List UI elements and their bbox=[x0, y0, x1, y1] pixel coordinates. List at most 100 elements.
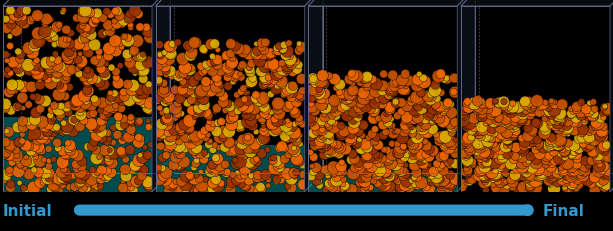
Point bbox=[19, 186, 29, 190]
Point bbox=[211, 86, 221, 90]
Point bbox=[424, 155, 434, 159]
Point bbox=[337, 165, 346, 169]
Point bbox=[438, 119, 448, 123]
Point bbox=[252, 158, 262, 161]
Point bbox=[80, 31, 90, 35]
Point bbox=[375, 182, 384, 186]
Point bbox=[250, 107, 260, 111]
Point bbox=[326, 149, 336, 152]
Point bbox=[489, 109, 498, 113]
Point bbox=[132, 90, 142, 93]
Point bbox=[189, 42, 199, 45]
Point bbox=[287, 64, 297, 67]
Point bbox=[50, 43, 59, 47]
Point bbox=[485, 102, 495, 106]
Point bbox=[2, 59, 12, 63]
Point bbox=[534, 142, 544, 146]
Point bbox=[221, 109, 230, 112]
Point bbox=[547, 173, 557, 177]
Point bbox=[514, 106, 524, 109]
Point bbox=[30, 62, 40, 65]
Point bbox=[227, 180, 237, 184]
Point bbox=[551, 141, 561, 144]
Point bbox=[603, 168, 613, 172]
Point bbox=[288, 85, 298, 88]
Point bbox=[322, 138, 332, 141]
Point bbox=[332, 179, 341, 182]
Point bbox=[490, 168, 500, 172]
Point bbox=[355, 167, 365, 170]
Point bbox=[201, 86, 211, 90]
Point bbox=[412, 170, 422, 174]
Point bbox=[64, 103, 74, 107]
Point bbox=[464, 146, 474, 150]
Point bbox=[442, 123, 452, 127]
Point bbox=[409, 117, 419, 120]
Point bbox=[164, 100, 174, 103]
Point bbox=[13, 126, 23, 130]
Point bbox=[126, 119, 135, 122]
Point bbox=[125, 148, 135, 152]
Point bbox=[246, 80, 256, 84]
Point bbox=[272, 47, 282, 51]
Point bbox=[194, 109, 204, 112]
Point bbox=[462, 163, 471, 167]
Point bbox=[399, 120, 409, 124]
Point bbox=[134, 159, 144, 162]
Point bbox=[396, 188, 406, 192]
Point bbox=[352, 142, 362, 146]
Point bbox=[596, 123, 606, 127]
Point bbox=[427, 176, 437, 180]
Point bbox=[330, 128, 340, 132]
Point bbox=[563, 188, 573, 191]
Point bbox=[18, 120, 28, 124]
Point bbox=[581, 114, 590, 118]
Point bbox=[319, 113, 329, 117]
Point bbox=[236, 148, 246, 152]
Point bbox=[211, 64, 221, 67]
Point bbox=[599, 116, 609, 120]
Point bbox=[261, 83, 270, 86]
Point bbox=[104, 47, 114, 51]
Point bbox=[118, 91, 128, 94]
Point bbox=[353, 189, 363, 192]
Point bbox=[118, 139, 128, 143]
Point bbox=[211, 76, 221, 80]
Point bbox=[222, 171, 232, 174]
Point bbox=[413, 136, 422, 140]
Point bbox=[51, 186, 61, 190]
Point bbox=[167, 185, 177, 188]
Point bbox=[153, 167, 162, 170]
Point bbox=[207, 169, 216, 173]
Point bbox=[181, 91, 191, 94]
Point bbox=[387, 153, 397, 157]
Point bbox=[470, 126, 479, 130]
Point bbox=[395, 146, 405, 150]
Point bbox=[277, 62, 287, 66]
Point bbox=[527, 109, 537, 112]
Point bbox=[425, 182, 435, 185]
Point bbox=[244, 66, 254, 70]
Point bbox=[463, 136, 473, 140]
Point bbox=[500, 171, 510, 175]
Point bbox=[409, 164, 419, 167]
Point bbox=[44, 164, 54, 168]
Point bbox=[89, 21, 99, 25]
Point bbox=[292, 171, 302, 174]
Point bbox=[46, 188, 56, 191]
Point bbox=[234, 101, 244, 105]
Point bbox=[578, 166, 588, 170]
Point bbox=[102, 169, 112, 173]
Point bbox=[216, 120, 226, 124]
Point bbox=[105, 105, 115, 108]
Point bbox=[121, 174, 131, 178]
Point bbox=[508, 127, 518, 131]
Point bbox=[17, 19, 26, 23]
Point bbox=[199, 91, 208, 95]
Point bbox=[107, 66, 116, 70]
Point bbox=[337, 124, 346, 128]
Point bbox=[29, 168, 39, 172]
Point bbox=[243, 136, 253, 140]
Point bbox=[11, 29, 21, 33]
Point bbox=[35, 79, 45, 82]
